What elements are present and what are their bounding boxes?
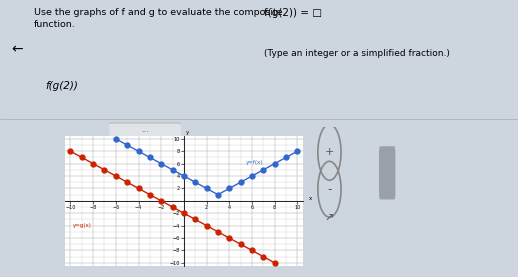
- Text: x: x: [309, 196, 312, 201]
- Text: y: y: [185, 130, 189, 135]
- Text: (Type an integer or a simplified fraction.): (Type an integer or a simplified fractio…: [264, 49, 450, 58]
- Text: +: +: [325, 147, 334, 157]
- Text: -: -: [327, 183, 332, 196]
- Text: ...: ...: [141, 125, 149, 134]
- Text: ←: ←: [11, 43, 23, 57]
- Text: f(g(2)) = □: f(g(2)) = □: [264, 7, 322, 17]
- FancyBboxPatch shape: [109, 123, 181, 137]
- Text: y=f(x): y=f(x): [246, 160, 264, 165]
- FancyBboxPatch shape: [379, 146, 395, 199]
- Text: y=g(x): y=g(x): [73, 223, 92, 228]
- Text: ↗: ↗: [325, 214, 334, 224]
- Text: Use the graphs of f and g to evaluate the composite
function.: Use the graphs of f and g to evaluate th…: [34, 8, 282, 29]
- Text: f(g(2)): f(g(2)): [45, 81, 78, 91]
